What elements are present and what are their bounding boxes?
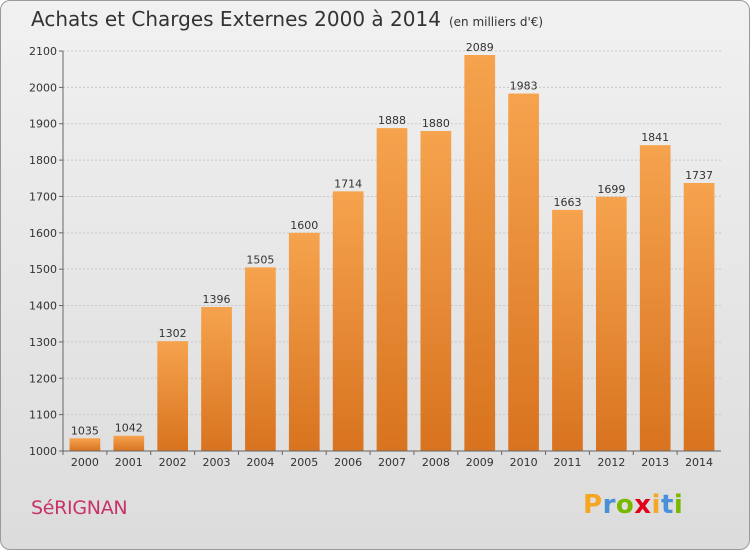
bar-2006[interactable]	[332, 191, 364, 451]
bar-2014[interactable]	[683, 183, 715, 451]
bar-2000[interactable]	[69, 438, 101, 451]
value-label-2004: 1505	[246, 253, 274, 266]
x-tick-label-2004: 2004	[246, 456, 274, 469]
value-label-2010: 1983	[510, 80, 538, 93]
x-tick-label-2012: 2012	[597, 456, 625, 469]
x-tick-label-2010: 2010	[510, 456, 538, 469]
value-label-2000: 1035	[71, 424, 99, 437]
x-tick-label-2013: 2013	[641, 456, 669, 469]
bar-2002[interactable]	[157, 341, 189, 451]
chart-title-text: Achats et Charges Externes 2000 à 2014	[31, 7, 441, 31]
x-tick-label-2008: 2008	[422, 456, 450, 469]
logo-letter: r	[602, 490, 616, 520]
y-tick-label: 1000	[29, 445, 57, 458]
logo-letter: x	[634, 490, 652, 520]
value-labels: 1035 1042 1302 1396 1505 1600 1714 1888 1880 2089…	[71, 41, 713, 437]
value-label-2009: 2089	[466, 41, 494, 54]
y-tick-label: 2100	[29, 45, 57, 58]
bar-2010[interactable]	[508, 93, 539, 451]
proxiti-logo[interactable]: Proxiti	[583, 490, 683, 520]
y-tick-label: 1100	[29, 409, 57, 422]
bar-2009[interactable]	[464, 55, 496, 451]
x-tick-label-2009: 2009	[466, 456, 494, 469]
y-tick-label: 1900	[29, 118, 57, 131]
x-tick-label-2005: 2005	[290, 456, 318, 469]
y-tick-label: 1500	[29, 263, 57, 276]
y-tick-label: 1600	[29, 227, 57, 240]
bar-2011[interactable]	[552, 209, 583, 451]
chart-title-unit: (en milliers d'€)	[448, 15, 544, 29]
axes	[62, 51, 721, 452]
x-tick-label-2006: 2006	[334, 456, 362, 469]
value-label-2011: 1663	[553, 196, 581, 209]
y-tick-label: 1800	[29, 154, 57, 167]
value-label-2012: 1699	[597, 183, 625, 196]
value-label-2003: 1396	[203, 293, 231, 306]
logo-letter: t	[660, 490, 674, 520]
value-label-2006: 1714	[334, 177, 362, 190]
bar-2004[interactable]	[245, 267, 276, 451]
town-name: SéRIGNAN	[31, 497, 128, 519]
value-label-2005: 1600	[290, 219, 318, 232]
chart-title: Achats et Charges Externes 2000 à 2014 (e…	[31, 7, 543, 31]
bar-2008[interactable]	[420, 131, 452, 451]
x-axis-ticks: 2000 2001 2002 2003 2004 2005 2006 2007 2008 2009…	[62, 451, 713, 469]
bar-2005[interactable]	[288, 232, 320, 451]
logo-letter: i	[673, 490, 684, 520]
x-tick-label-2000: 2000	[71, 456, 99, 469]
x-tick-label-2014: 2014	[685, 456, 713, 469]
value-label-2014: 1737	[685, 169, 713, 182]
y-tick-label: 1200	[29, 372, 57, 385]
bar-2012[interactable]	[595, 196, 627, 451]
x-tick-label-2002: 2002	[159, 456, 187, 469]
logo-letter: i	[651, 490, 661, 520]
x-tick-label-2003: 2003	[203, 456, 231, 469]
logo-letter: P	[583, 490, 603, 520]
value-label-2013: 1841	[641, 131, 669, 144]
x-tick-label-2007: 2007	[378, 456, 406, 469]
x-tick-label-2011: 2011	[553, 456, 581, 469]
x-tick-label-2001: 2001	[115, 456, 143, 469]
value-label-2008: 1880	[422, 117, 450, 130]
bar-2007[interactable]	[376, 128, 408, 451]
y-tick-label: 2000	[29, 81, 57, 94]
y-axis-ticks: 1000 1100 1200 1300 1400 1500 1600 1700 1800 1900…	[29, 45, 63, 458]
value-label-2001: 1042	[115, 422, 143, 435]
logo-letter: o	[615, 490, 635, 520]
y-tick-label: 1400	[29, 300, 57, 313]
bars	[69, 55, 715, 451]
y-tick-label: 1300	[29, 336, 57, 349]
value-label-2007: 1888	[378, 114, 406, 127]
value-label-2002: 1302	[159, 327, 187, 340]
y-tick-label: 1700	[29, 190, 57, 203]
bar-2013[interactable]	[639, 145, 671, 451]
bar-2003[interactable]	[201, 307, 232, 451]
bar-2001[interactable]	[113, 435, 145, 451]
